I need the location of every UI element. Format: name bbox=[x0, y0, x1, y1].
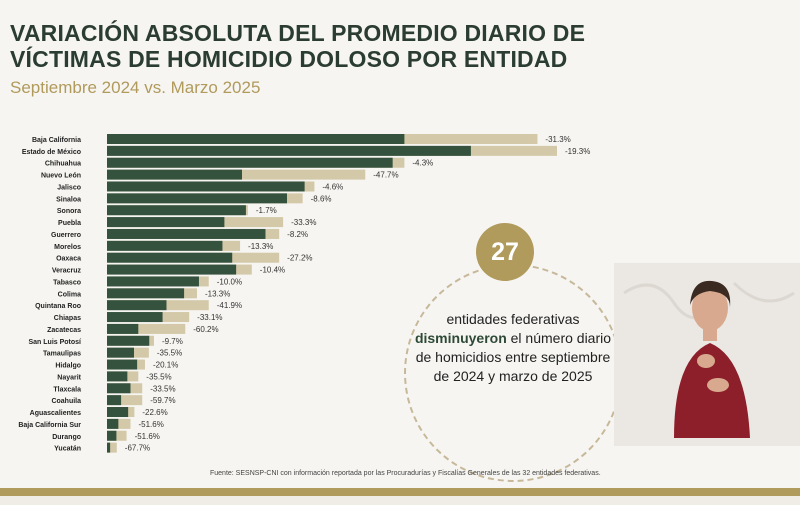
data-label: -47.7% bbox=[373, 171, 398, 180]
data-label: -8.2% bbox=[287, 230, 308, 239]
chart-subtitle: Septiembre 2024 vs. Marzo 2025 bbox=[10, 78, 261, 97]
data-label: -59.7% bbox=[150, 396, 175, 405]
data-label: -60.2% bbox=[193, 325, 218, 334]
data-label: -33.5% bbox=[150, 384, 175, 393]
bar-march bbox=[107, 407, 129, 418]
category-label: San Luis Potosí bbox=[28, 339, 82, 346]
bar-march bbox=[107, 193, 287, 204]
bar-march bbox=[107, 335, 150, 346]
category-label: Nayarit bbox=[57, 374, 81, 381]
category-label: Baja California bbox=[32, 137, 81, 144]
data-label: -67.7% bbox=[125, 444, 150, 453]
bar-september bbox=[107, 442, 117, 453]
callout-text-before: entidades federativas bbox=[446, 311, 580, 327]
bar-march bbox=[107, 205, 246, 216]
data-label: -20.1% bbox=[153, 361, 178, 370]
category-label: Chiapas bbox=[54, 315, 81, 322]
category-label: Aguascalientes bbox=[30, 410, 81, 417]
data-label: -31.3% bbox=[545, 135, 570, 144]
footer-band-light bbox=[0, 496, 800, 505]
data-label: -10.4% bbox=[260, 266, 285, 275]
bar-march bbox=[107, 395, 122, 406]
callout-text: entidades federativas disminuyeron el nú… bbox=[410, 310, 616, 386]
category-label: Veracruz bbox=[52, 268, 82, 275]
bar-september bbox=[107, 323, 186, 334]
bar-march bbox=[107, 312, 163, 323]
data-label: -13.3% bbox=[248, 242, 273, 251]
source-note: Fuente: SESNSP-CNI con información repor… bbox=[210, 470, 601, 477]
category-label: Sonora bbox=[57, 208, 81, 215]
bar-march bbox=[107, 300, 167, 311]
bar-march bbox=[107, 430, 117, 441]
category-label: Jalisco bbox=[57, 184, 81, 191]
bar-march bbox=[107, 264, 237, 275]
bar-march bbox=[107, 252, 233, 263]
data-label: -51.6% bbox=[135, 432, 160, 441]
category-label: Hidalgo bbox=[55, 363, 81, 370]
bar-march bbox=[107, 288, 185, 299]
data-label: -27.2% bbox=[287, 254, 312, 263]
data-label: -4.6% bbox=[322, 182, 343, 191]
category-label: Zacatecas bbox=[47, 327, 81, 334]
category-label: Sinaloa bbox=[56, 196, 81, 203]
bar-march bbox=[107, 157, 393, 168]
chart-title: VARIACIÓN ABSOLUTA DEL PROMEDIO DIARIO D… bbox=[10, 20, 586, 72]
bar-march bbox=[107, 383, 131, 394]
bar-march bbox=[107, 217, 225, 228]
category-label: Quintana Roo bbox=[35, 303, 81, 310]
bar-september bbox=[107, 430, 127, 441]
bar-march bbox=[107, 442, 111, 453]
category-label: Nuevo León bbox=[41, 173, 81, 180]
bar-march bbox=[107, 359, 138, 370]
data-label: -33.1% bbox=[197, 313, 222, 322]
category-label: Chihuahua bbox=[45, 161, 81, 168]
callout-text-after: el número diario de homicidios entre sep… bbox=[415, 330, 612, 384]
data-label: -13.3% bbox=[205, 289, 230, 298]
bar-chart: Baja California -31.3% Estado de México -19… bbox=[18, 134, 590, 453]
bar-march bbox=[107, 371, 128, 382]
category-label: Morelos bbox=[54, 244, 81, 251]
data-label: -10.0% bbox=[217, 277, 242, 286]
data-label: -22.6% bbox=[142, 408, 167, 417]
category-label: Tabasco bbox=[53, 279, 81, 286]
callout-number-badge: 27 bbox=[476, 223, 534, 281]
bar-march bbox=[107, 181, 305, 192]
sign-language-interpreter-video bbox=[614, 263, 800, 446]
bar-march bbox=[107, 323, 139, 334]
bar-march bbox=[107, 418, 119, 429]
data-label: -19.3% bbox=[565, 147, 590, 156]
bar-march bbox=[107, 228, 266, 239]
category-label: Yucatán bbox=[54, 446, 81, 453]
callout-highlight: disminuyeron bbox=[414, 330, 507, 346]
category-label: Guerrero bbox=[51, 232, 81, 239]
category-label: Baja California Sur bbox=[18, 422, 81, 429]
footer-band bbox=[0, 488, 800, 496]
data-label: -51.6% bbox=[138, 420, 163, 429]
bar-march bbox=[107, 169, 242, 180]
data-label: -4.3% bbox=[412, 159, 433, 168]
category-label: Estado de México bbox=[22, 149, 81, 156]
bar-march bbox=[107, 347, 134, 358]
data-label: -35.5% bbox=[157, 349, 182, 358]
category-label: Coahuila bbox=[51, 398, 81, 405]
bar-march bbox=[107, 145, 471, 156]
data-label: -33.3% bbox=[291, 218, 316, 227]
data-label: -9.7% bbox=[162, 337, 183, 346]
bar-march bbox=[107, 134, 405, 144]
category-label: Durango bbox=[52, 434, 81, 441]
category-label: Colima bbox=[58, 291, 81, 298]
data-label: -8.6% bbox=[311, 194, 332, 203]
category-label: Oaxaca bbox=[56, 256, 81, 263]
bar-september bbox=[107, 395, 143, 406]
data-label: -1.7% bbox=[256, 206, 277, 215]
bar-september bbox=[107, 418, 131, 429]
bar-march bbox=[107, 276, 199, 287]
category-label: Tamaulipas bbox=[43, 351, 81, 358]
interpreter-figure bbox=[614, 263, 800, 446]
category-label: Puebla bbox=[58, 220, 81, 227]
data-label: -41.9% bbox=[217, 301, 242, 310]
data-label: -35.5% bbox=[146, 372, 171, 381]
category-label: Tlaxcala bbox=[53, 386, 81, 393]
bar-march bbox=[107, 240, 223, 251]
